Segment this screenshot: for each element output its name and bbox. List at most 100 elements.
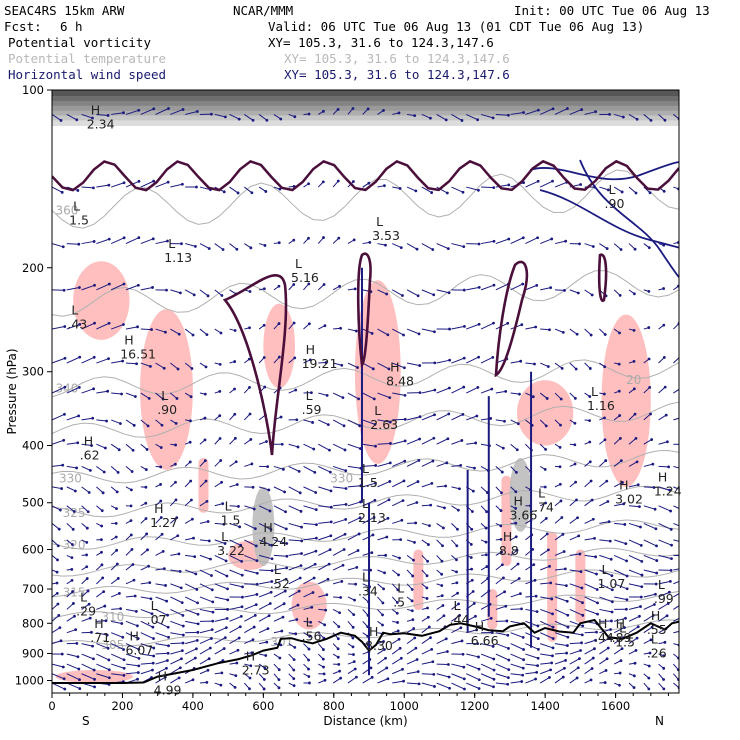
wind-vector-head xyxy=(537,647,540,651)
wind-vector-head xyxy=(351,625,355,629)
wind-vector xyxy=(495,390,506,394)
wind-vector-head xyxy=(603,681,607,684)
wind-vector-head xyxy=(307,667,310,671)
wind-vector-head xyxy=(444,637,448,641)
wind-vector-head xyxy=(203,392,207,396)
wind-vector-head xyxy=(281,615,285,619)
wind-vector-head xyxy=(520,680,524,683)
wind-vector xyxy=(525,671,537,675)
wind-vector-head xyxy=(573,421,577,425)
wind-vector-head xyxy=(429,636,432,640)
wind-vector xyxy=(214,289,223,296)
wind-vector-head xyxy=(220,480,223,484)
wind-vector-head xyxy=(639,595,643,599)
wind-vector-head xyxy=(76,441,80,445)
wind-vector-head xyxy=(382,640,385,643)
wind-vector-head xyxy=(105,419,108,423)
wind-vector xyxy=(347,362,358,368)
wind-vector xyxy=(259,581,272,585)
wind-vector xyxy=(392,480,405,488)
wind-vector-head xyxy=(337,662,341,666)
wind-vector-head xyxy=(551,654,554,658)
wind-vector-head xyxy=(356,549,360,552)
wind-vector xyxy=(673,605,679,610)
wind-vector xyxy=(347,443,361,450)
wind-vector-head xyxy=(459,463,463,467)
pv-contour-tropopause xyxy=(52,159,679,192)
wind-vector xyxy=(332,419,345,427)
wind-vector-head xyxy=(321,657,325,661)
wind-vector xyxy=(318,419,329,426)
wind-vector-head xyxy=(618,331,621,335)
wind-vector-head xyxy=(309,620,313,624)
pv-extremum-marker: H xyxy=(390,360,399,375)
wind-vector-head xyxy=(617,389,621,393)
wind-vector-head xyxy=(86,510,90,514)
plot-frame xyxy=(51,89,680,694)
wind-vector-head xyxy=(195,647,198,651)
wind-vector-head xyxy=(621,115,625,119)
wind-vector-head xyxy=(122,666,126,670)
wind-vector-head xyxy=(314,508,318,512)
wind-vector-head xyxy=(492,668,496,672)
wind-vector-head xyxy=(403,439,407,443)
wind-vector xyxy=(155,620,169,628)
wind-vector-head xyxy=(233,436,237,440)
wind-vector-head xyxy=(206,668,210,672)
wind-vector-head xyxy=(59,119,63,122)
wind-vector-head xyxy=(220,294,224,297)
wind-vector-head xyxy=(91,116,94,120)
wind-vector xyxy=(436,682,450,689)
wind-vector xyxy=(584,569,597,575)
wind-vector xyxy=(658,114,666,121)
wind-vector xyxy=(510,112,524,115)
wind-vector-head xyxy=(353,287,357,291)
pv-extremum-value: .26 xyxy=(647,645,667,660)
wind-vector-head xyxy=(581,601,584,605)
field-wind-name: Horizontal wind speed xyxy=(8,67,167,82)
wind-vector xyxy=(451,682,465,690)
wind-vector-head xyxy=(115,548,119,552)
wind-vector-head xyxy=(191,678,195,682)
wind-vector-head xyxy=(388,396,392,400)
pv-extremum-marker: L xyxy=(397,581,404,596)
pv-extremum-value: 5.16 xyxy=(291,270,319,285)
wind-vector-head xyxy=(322,648,325,651)
wind-vector xyxy=(480,578,489,585)
wind-vector-head xyxy=(344,518,348,521)
wind-vector-head xyxy=(595,572,598,576)
wind-vector-head xyxy=(590,498,594,502)
wind-vector xyxy=(628,522,641,528)
pv-extremum-value: 3.66 xyxy=(509,507,537,522)
pv-extremum-marker: L xyxy=(295,256,302,271)
wind-vector-head xyxy=(534,677,538,681)
wind-vector xyxy=(66,663,80,670)
wind-vector-head xyxy=(277,355,281,359)
wind-vector-head xyxy=(147,564,150,568)
wind-vector-head xyxy=(195,185,198,189)
wind-vector-head xyxy=(85,577,89,580)
wind-vector-head xyxy=(470,567,473,571)
wind-vector-head xyxy=(357,532,361,536)
wind-vector xyxy=(318,578,329,585)
wind-vector xyxy=(110,632,123,638)
wind-vector xyxy=(495,113,509,116)
wind-vector-head xyxy=(533,362,536,366)
wind-vector-head xyxy=(237,636,241,640)
wind-vector xyxy=(569,499,577,507)
wind-vector-head xyxy=(285,554,289,558)
wind-vector xyxy=(170,677,180,684)
wind-vector-head xyxy=(85,553,88,557)
wind-vector-head xyxy=(633,247,637,251)
wind-vector-head xyxy=(441,604,445,607)
wind-vector-head xyxy=(115,507,118,511)
wind-vector xyxy=(539,533,548,541)
wind-vector xyxy=(81,643,93,647)
wind-vector xyxy=(391,647,401,655)
wind-vector-head xyxy=(178,666,182,670)
wind-vector-head xyxy=(618,294,622,297)
wind-vector-head xyxy=(447,386,451,390)
wind-vector-head xyxy=(164,330,167,334)
wind-vector-head xyxy=(196,630,200,634)
wind-vector-head xyxy=(342,424,346,428)
